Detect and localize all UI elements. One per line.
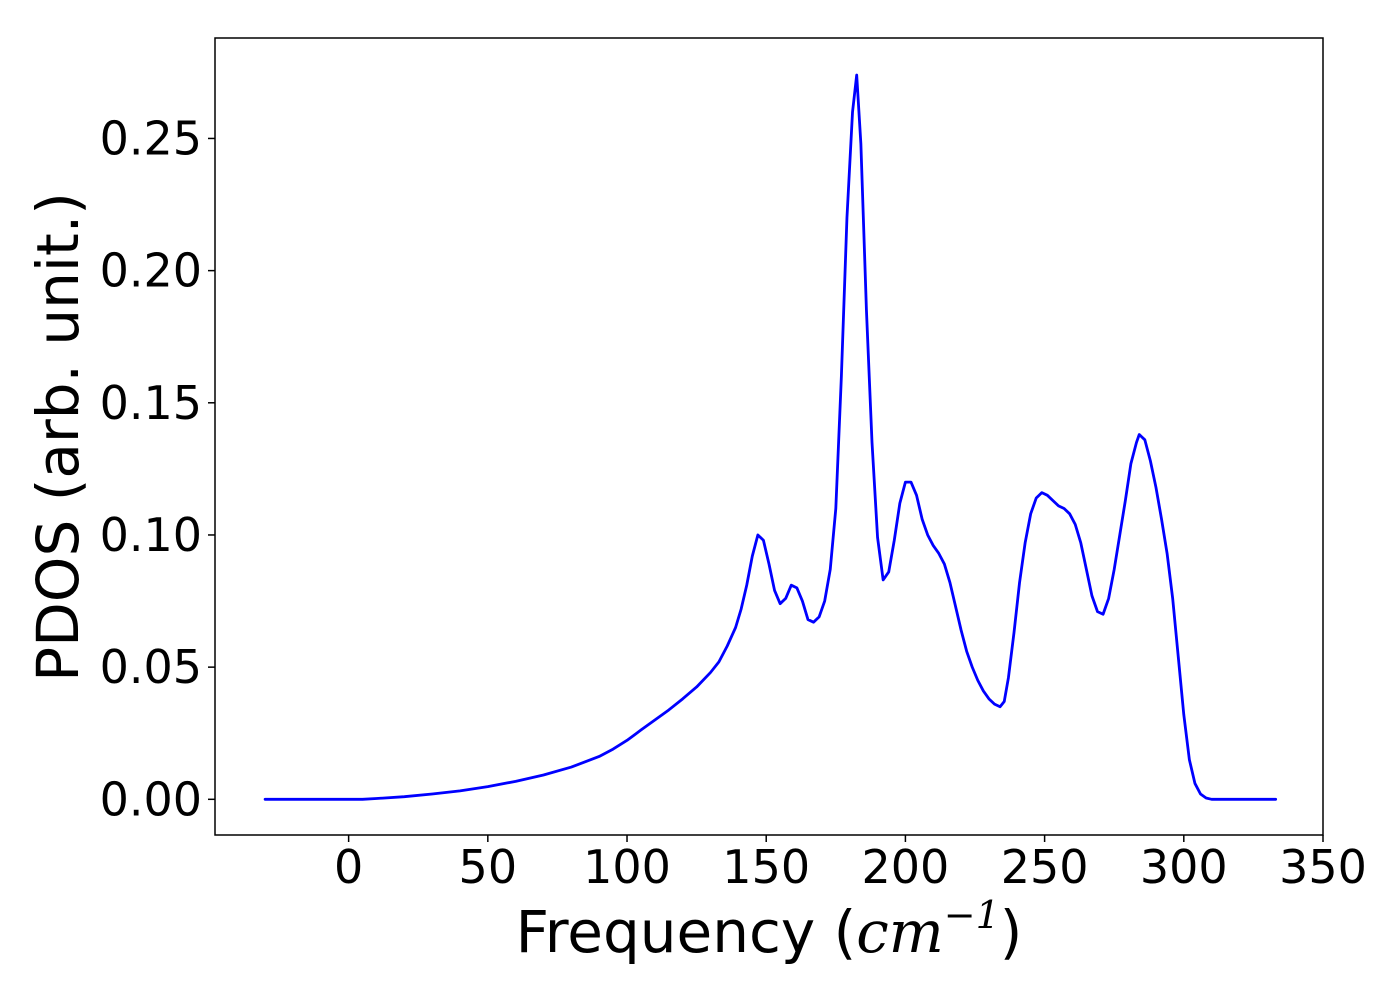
x-tick-label: 50: [459, 840, 518, 894]
plot-area-frame: [214, 37, 1324, 836]
x-tick-label: 100: [583, 840, 671, 894]
y-tick-label: 0.10: [100, 508, 202, 562]
y-tick-label: 0.20: [100, 244, 202, 298]
y-axis-ticks: 0.00 0.05 0.10 0.15 0.20 0.25: [100, 111, 215, 826]
y-tick-label: 0.15: [100, 376, 202, 430]
x-axis-title-exponent: −1: [944, 893, 1000, 937]
x-axis-title: Frequency (cm−1): [516, 893, 1023, 966]
y-tick-label: 0.25: [100, 111, 202, 165]
x-tick-label: 150: [722, 840, 810, 894]
series-layer: [263, 73, 1278, 801]
y-tick-label: 0.00: [100, 772, 202, 826]
x-tick-label: 0: [334, 840, 363, 894]
x-axis-ticks: 0 50 100 150 200 250 300 350: [334, 835, 1367, 894]
x-tick-label: 350: [1279, 840, 1367, 894]
x-tick-label: 250: [1001, 840, 1089, 894]
x-axis-title-prefix: Frequency (: [516, 898, 857, 966]
x-axis-title-suffix: ): [1000, 898, 1023, 966]
y-tick-label: 0.05: [100, 640, 202, 694]
pdos-series-line: [263, 73, 1278, 801]
x-axis-title-unit: cm: [856, 898, 943, 966]
x-tick-label: 300: [1140, 840, 1228, 894]
y-axis-title: PDOS (arb. unit.): [24, 192, 92, 682]
x-tick-label: 200: [862, 840, 950, 894]
